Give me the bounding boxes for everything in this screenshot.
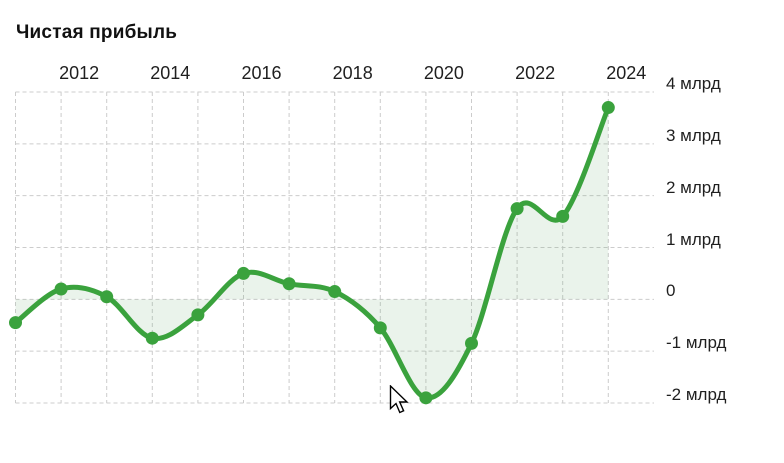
- data-point[interactable]: [237, 266, 250, 280]
- data-point[interactable]: [510, 202, 524, 216]
- data-point[interactable]: [328, 285, 342, 299]
- y-axis-tick-label: -2 млрд: [666, 385, 727, 404]
- area-fill-to-zero: [15, 107, 609, 398]
- mouse-cursor-icon: [389, 385, 409, 414]
- x-axis-tick-label: 2022: [515, 63, 556, 83]
- x-axis-tick-label: 2016: [241, 63, 282, 83]
- y-axis-tick-label: 2 млрд: [666, 177, 721, 197]
- chart-title: Чистая прибыль: [16, 22, 178, 43]
- data-point[interactable]: [54, 282, 68, 296]
- y-axis-tick-label: -1 млрд: [666, 333, 727, 353]
- x-axis-tick-label: 2012: [59, 63, 100, 83]
- data-point[interactable]: [100, 290, 114, 304]
- x-axis-tick-label: 2014: [150, 63, 191, 83]
- x-axis-tick-label: 2024: [606, 63, 647, 83]
- x-axis-tick-label: 2018: [332, 63, 373, 83]
- y-axis-tick-label: 3 млрд: [666, 125, 721, 145]
- data-point[interactable]: [373, 321, 387, 335]
- data-point[interactable]: [465, 336, 478, 350]
- y-axis-tick-label: 4 млрд: [666, 74, 721, 93]
- data-point[interactable]: [191, 308, 205, 322]
- data-point[interactable]: [556, 209, 570, 223]
- y-axis-tick-label: 1 млрд: [666, 229, 721, 249]
- x-axis-tick-label: 2020: [423, 63, 464, 83]
- data-point[interactable]: [145, 331, 159, 345]
- y-axis-tick-label: 0: [666, 281, 676, 301]
- data-point[interactable]: [282, 277, 296, 291]
- data-point[interactable]: [601, 101, 615, 115]
- data-point[interactable]: [419, 391, 433, 405]
- data-point[interactable]: [9, 316, 22, 330]
